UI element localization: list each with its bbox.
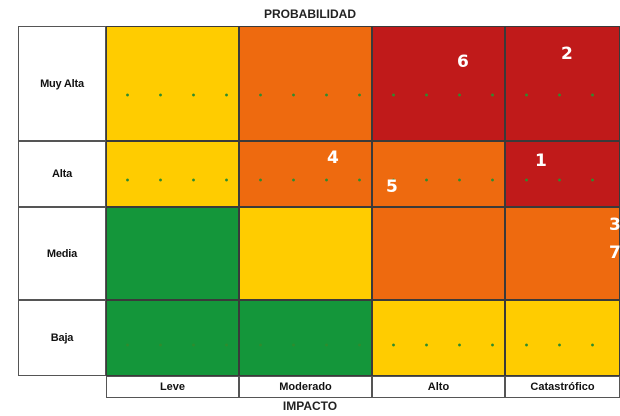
dotted-line bbox=[373, 342, 504, 347]
risk-marker-2: 2 bbox=[561, 44, 573, 64]
dotted-line bbox=[107, 342, 238, 347]
column-label-0: Leve bbox=[106, 376, 239, 398]
cell-r2-c0 bbox=[106, 207, 239, 300]
cell-r0-c1 bbox=[239, 26, 372, 141]
cell-r1-c0 bbox=[106, 141, 239, 207]
column-label-3: Catastrófico bbox=[505, 376, 620, 398]
cell-r0-c3 bbox=[505, 26, 620, 141]
cell-r0-c0 bbox=[106, 26, 239, 141]
dotted-line bbox=[506, 93, 619, 98]
risk-marker-1: 1 bbox=[535, 151, 547, 171]
cell-r3-c2 bbox=[372, 300, 505, 376]
cell-r2-c1 bbox=[239, 207, 372, 300]
dotted-line bbox=[240, 93, 371, 98]
row-label-2: Media bbox=[18, 207, 106, 300]
dotted-line bbox=[506, 342, 619, 347]
dotted-line bbox=[373, 177, 504, 182]
probability-axis-title: PROBABILIDAD bbox=[264, 7, 356, 21]
dotted-line bbox=[240, 177, 371, 182]
risk-marker-6: 6 bbox=[457, 52, 469, 72]
column-label-1: Moderado bbox=[239, 376, 372, 398]
risk-marker-3: 3 bbox=[609, 215, 620, 235]
dotted-line bbox=[373, 93, 504, 98]
cell-r2-c2 bbox=[372, 207, 505, 300]
cell-r1-c1 bbox=[239, 141, 372, 207]
cell-r3-c3 bbox=[505, 300, 620, 376]
impact-axis-title: IMPACTO bbox=[282, 399, 338, 413]
cell-r1-c3 bbox=[505, 141, 620, 207]
dotted-line bbox=[506, 177, 619, 182]
row-label-1: Alta bbox=[18, 141, 106, 207]
cell-r2-c3 bbox=[505, 207, 620, 300]
dotted-line bbox=[107, 93, 238, 98]
cell-r3-c1 bbox=[239, 300, 372, 376]
risk-marker-4: 4 bbox=[327, 148, 339, 168]
cell-r1-c2 bbox=[372, 141, 505, 207]
column-label-2: Alto bbox=[372, 376, 505, 398]
dotted-line bbox=[107, 177, 238, 182]
cell-r3-c0 bbox=[106, 300, 239, 376]
risk-matrix: Muy Alta Alta Media Baja Leve Moderado Alto Cat… bbox=[18, 26, 620, 399]
dotted-line bbox=[240, 342, 371, 347]
row-label-3: Baja bbox=[18, 300, 106, 376]
risk-marker-7: 7 bbox=[609, 243, 620, 263]
cell-r0-c2 bbox=[372, 26, 505, 141]
row-label-0: Muy Alta bbox=[18, 26, 106, 141]
risk-marker-5: 5 bbox=[386, 177, 398, 197]
